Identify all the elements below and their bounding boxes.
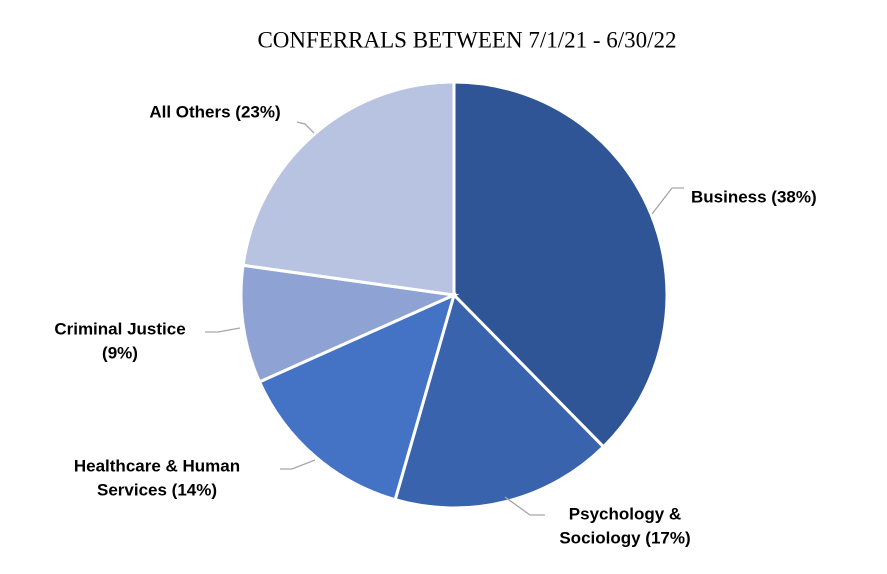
slice-label: Psychology &	[569, 504, 681, 523]
pie-slice	[239, 263, 460, 384]
slice-label: All Others (23%)	[149, 102, 280, 121]
chart-title: CONFERRALS BETWEEN 7/1/21 - 6/30/22	[257, 27, 676, 52]
slice-label: Sociology (17%)	[559, 528, 690, 547]
slice-label: Criminal Justice	[54, 319, 185, 338]
leader-line	[205, 327, 241, 333]
slice-label: Business (38%)	[691, 187, 817, 206]
leader-line	[504, 496, 545, 516]
pie-slice	[257, 292, 457, 502]
slice-label: Healthcare & Human	[74, 456, 240, 475]
leader-line	[296, 121, 315, 134]
slice-label: (9%)	[102, 343, 138, 362]
pie-slice	[452, 80, 669, 449]
leader-line	[651, 187, 684, 215]
pie-slice	[241, 80, 456, 297]
pie-slice	[393, 292, 606, 510]
leader-line	[280, 459, 316, 470]
slice-label: Services (14%)	[97, 480, 217, 499]
